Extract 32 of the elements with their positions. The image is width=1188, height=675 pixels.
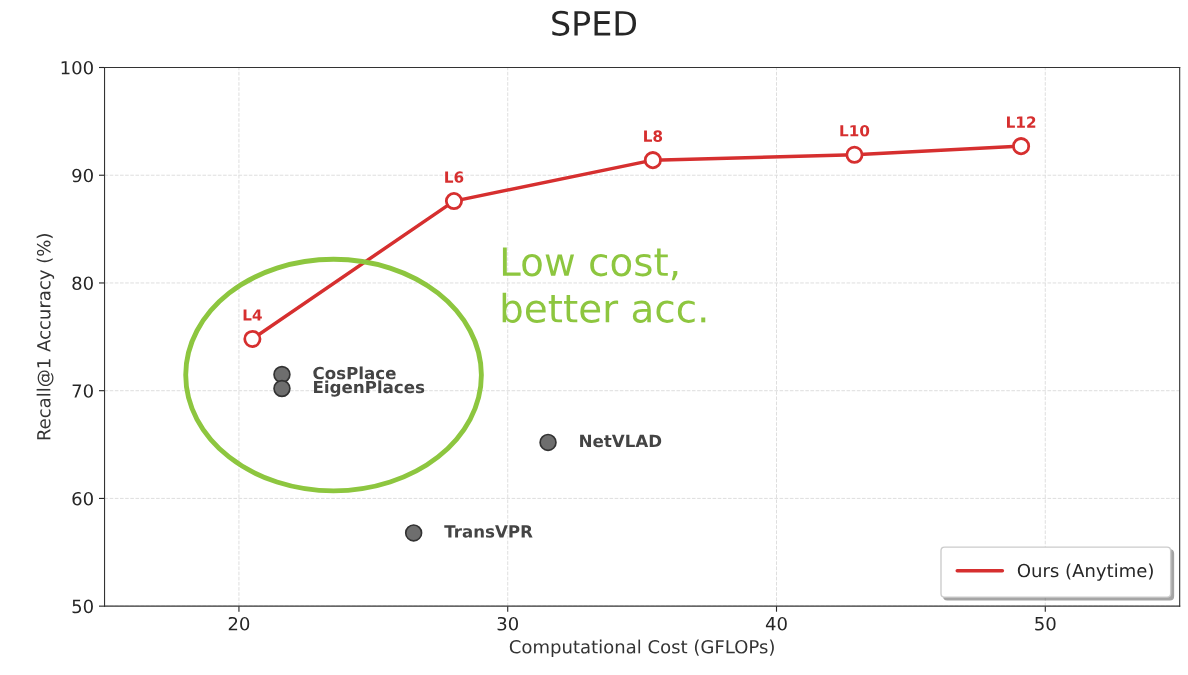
series-label: CosPlace — [313, 366, 396, 380]
point — [539, 433, 557, 452]
point — [1012, 137, 1031, 156]
x-tick-label: 20 — [228, 616, 250, 631]
annotation: Low cost, better acc. — [502, 247, 706, 323]
point — [444, 192, 463, 211]
point — [643, 151, 662, 170]
annotation: L10 — [840, 124, 870, 137]
y-tick-label: 100 — [61, 60, 93, 75]
x-tick-label: 40 — [765, 616, 787, 631]
annotation: L8 — [644, 130, 663, 142]
point — [845, 145, 864, 164]
point — [404, 524, 423, 542]
x-tick-label: 50 — [1035, 616, 1056, 631]
legend-label: Ours (Anytime) — [1017, 563, 1153, 581]
series-label: TransVPR — [444, 525, 533, 538]
y-tick-label: 80 — [72, 276, 93, 291]
y-tick-label: 60 — [72, 491, 93, 506]
y-tick-label: 50 — [72, 599, 93, 614]
series-label: NetVLAD — [580, 434, 662, 448]
annotation: L4 — [243, 309, 262, 321]
point — [243, 329, 262, 349]
x-tick-label: 30 — [497, 616, 519, 631]
x-axis-title: Computational Cost (GFLOPs) — [509, 639, 774, 658]
annotation: L6 — [445, 171, 464, 183]
series-label: EigenPlaces — [314, 380, 425, 397]
point — [273, 379, 291, 398]
y-axis-title: Recall@1 Accuracy (%) — [36, 234, 55, 440]
y-tick-label: 90 — [72, 168, 93, 183]
y-tick-label: 70 — [72, 384, 93, 398]
annotation: L12 — [1007, 116, 1036, 128]
chart-title: SPED — [552, 10, 637, 36]
